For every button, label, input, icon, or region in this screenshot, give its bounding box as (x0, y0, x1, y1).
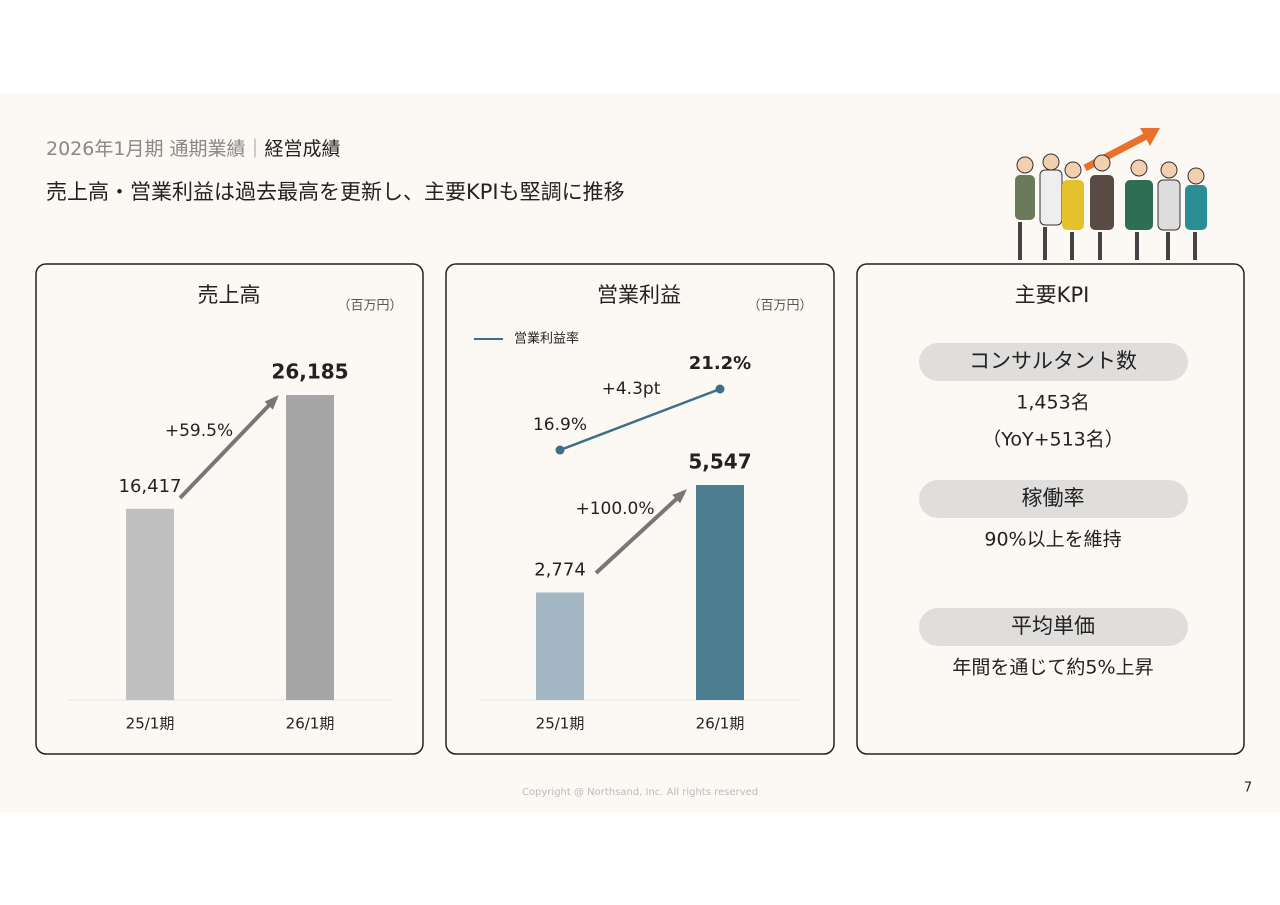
section: 2026年1月期 通期業績｜ (46, 138, 264, 160)
arrow-head (264, 395, 279, 410)
arrow (178, 396, 278, 500)
legend-label: 営業利益率 (514, 331, 579, 347)
bar (536, 592, 584, 700)
arrow-head (672, 489, 687, 504)
kpi-title: 主要KPI (1015, 283, 1090, 307)
x-tick-label: 25/1期 (126, 715, 175, 733)
annotation: +100.0% (575, 499, 654, 519)
line (559, 387, 721, 452)
line-point (715, 384, 725, 394)
chart-title: 売上高 (198, 283, 261, 307)
panel (445, 263, 835, 755)
kpi-pill (919, 480, 1188, 518)
value-label: 5,547 (688, 450, 751, 474)
kpi-pill (919, 343, 1188, 381)
x-tick-label: 26/1期 (286, 715, 335, 733)
kpi-label: 稼働率 (1022, 486, 1085, 510)
illustration (1015, 128, 1207, 260)
chart-title: 営業利益 (597, 283, 681, 307)
line-value-label: 21.2% (689, 353, 751, 374)
kpi-label: コンサルタント数 (969, 349, 1137, 373)
bar (696, 485, 744, 700)
annotation: +59.5% (165, 421, 233, 441)
line-value-label: 16.9% (533, 415, 587, 435)
unit-label: （百万円） (337, 299, 402, 314)
bar (286, 395, 334, 700)
panel (856, 263, 1245, 755)
kpi-value: 1,453名 (1016, 392, 1089, 414)
value-label: 2,774 (534, 559, 586, 580)
x-tick-label: 26/1期 (696, 715, 745, 733)
value-label: 16,417 (119, 476, 182, 497)
kpi-value: 90%以上を維持 (984, 529, 1121, 551)
kpi-value: （YoY+513名） (982, 429, 1124, 451)
arrow (594, 490, 686, 575)
headline: 売上高・営業利益は過去最高を更新し、主要KPIも堅調に推移 (46, 180, 625, 204)
bar (126, 508, 174, 700)
page-number: 7 (1244, 781, 1252, 796)
panel (35, 263, 424, 755)
kpi-pill (919, 608, 1188, 646)
section-header: 2026年1月期 通期業績｜経営成績 (46, 138, 341, 160)
kpi-value: 年間を通じて約5%上昇 (952, 657, 1153, 679)
unit-label: （百万円） (747, 299, 812, 314)
x-tick-label: 25/1期 (536, 715, 585, 733)
line-point (555, 445, 565, 455)
copyright: Copyright @ Northsand, Inc. All rights r… (522, 787, 758, 798)
topic: 経営成績 (264, 138, 340, 160)
kpi-label: 平均単価 (1011, 614, 1095, 638)
annotation: +4.3pt (602, 379, 661, 399)
value-label: 26,185 (271, 360, 348, 384)
